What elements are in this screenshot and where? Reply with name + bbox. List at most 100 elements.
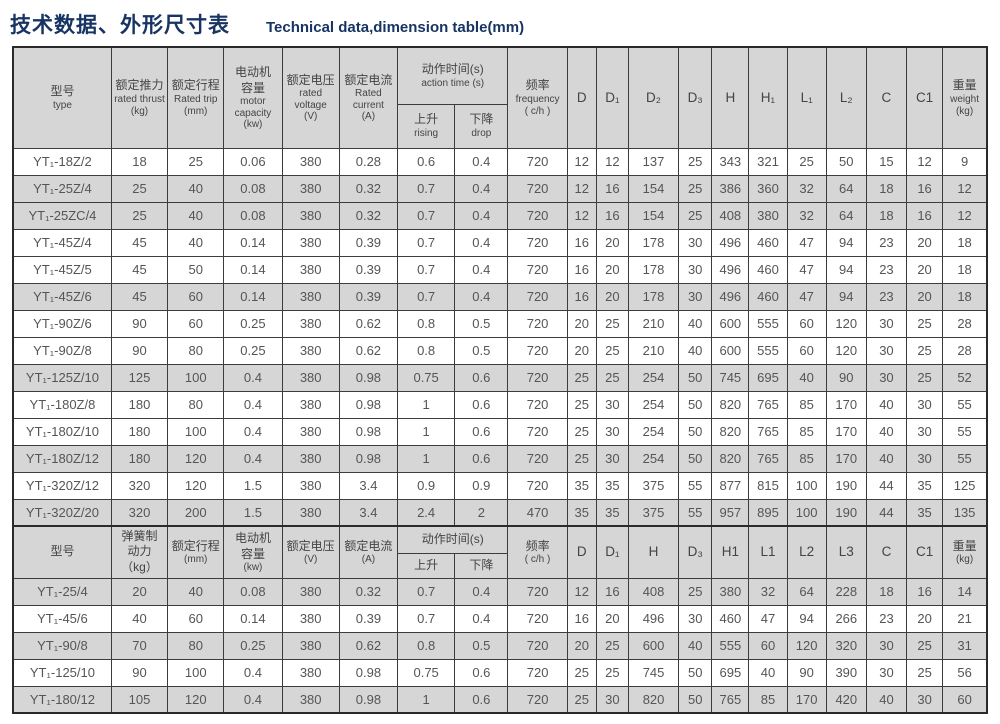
cell: 765 [748, 417, 788, 446]
cell: 496 [711, 255, 750, 284]
table-row: YT₁-180/12 105 120 0.4 380 0.98 1 0.6 720 25 30 820… [12, 685, 988, 714]
cell: 18 [865, 174, 908, 203]
cell: 47 [786, 282, 827, 311]
cell: 380 [281, 228, 340, 257]
column-header: D [566, 525, 597, 579]
cell: 460 [748, 282, 788, 311]
cell: 0.7 [397, 282, 456, 311]
cell: 60 [167, 309, 225, 338]
cell: 0.4 [454, 282, 509, 311]
cell: 720 [507, 363, 568, 392]
cell: 380 [281, 147, 340, 176]
cell: 25 [905, 336, 944, 365]
column-header: C [865, 46, 908, 149]
cell: 0.6 [454, 417, 509, 446]
cell: 1.5 [223, 498, 283, 527]
cell: 47 [786, 228, 827, 257]
cell: 380 [281, 201, 340, 230]
cell: 60 [786, 336, 827, 365]
cell: 20 [110, 577, 169, 606]
cell: 1 [397, 417, 456, 446]
cell: 55 [942, 390, 988, 419]
cell: 154 [627, 201, 680, 230]
cell: 16 [566, 255, 597, 284]
cell: 12 [566, 147, 597, 176]
cell: 30 [905, 444, 944, 473]
cell: 23 [865, 604, 908, 633]
cell: 90 [110, 309, 169, 338]
cell: 30 [595, 444, 629, 473]
cell: 14 [942, 577, 988, 606]
cell: 820 [627, 685, 680, 714]
cell: 12 [942, 201, 988, 230]
cell: 20 [905, 228, 944, 257]
cell: 420 [825, 685, 867, 714]
cell: 178 [627, 228, 680, 257]
cell: 380 [748, 201, 788, 230]
cell: 15 [865, 147, 908, 176]
header-subrow: 上升 下降 [13, 552, 987, 579]
cell: 16 [906, 577, 944, 606]
cell: 60 [167, 604, 225, 633]
cell: 0.98 [338, 363, 399, 392]
cell: 0.4 [454, 147, 509, 176]
cell: 343 [711, 147, 750, 176]
cell: 0.4 [223, 444, 283, 473]
cell: 0.25 [223, 631, 283, 660]
cell: 16 [595, 174, 629, 203]
cell: 20 [906, 604, 944, 633]
cell: 600 [627, 631, 680, 660]
model-cell: YT₁-90Z/8 [12, 336, 112, 365]
cell: 765 [711, 685, 750, 714]
model-cell: YT₁-180Z/10 [12, 417, 112, 446]
column-header: L1 [748, 525, 788, 579]
cell: 0.62 [338, 631, 399, 660]
cell: 460 [711, 604, 750, 633]
cell: 1.5 [223, 471, 283, 500]
cell: 0.98 [338, 390, 399, 419]
cell: 94 [825, 228, 867, 257]
cell: 745 [711, 363, 750, 392]
table-row: YT₁-45/6 40 60 0.14 380 0.39 0.7 0.4 720 16 20 496 3… [12, 604, 988, 633]
cell: 40 [167, 174, 225, 203]
column-header: 额定电流 (A) [338, 525, 399, 579]
column-header: 上升 [397, 552, 456, 579]
cell: 12 [595, 147, 629, 176]
model-cell: YT₁-25ZC/4 [12, 201, 112, 230]
cell: 28 [942, 336, 988, 365]
cell: 56 [942, 658, 988, 687]
cell: 408 [711, 201, 750, 230]
cell: 0.62 [338, 309, 399, 338]
model-cell: YT₁-125/10 [12, 658, 112, 687]
cell: 0.98 [338, 658, 399, 687]
cell: 25 [906, 631, 944, 660]
cell: 375 [627, 471, 680, 500]
cell: 0.4 [454, 201, 509, 230]
cell: 30 [865, 631, 908, 660]
cell: 820 [711, 444, 750, 473]
cell: 50 [678, 417, 713, 446]
cell: 50 [167, 255, 225, 284]
cell: 380 [281, 577, 340, 606]
cell: 16 [595, 577, 629, 606]
model-cell: YT₁-320Z/12 [12, 471, 112, 500]
cell: 0.7 [397, 604, 456, 633]
cell: 0.4 [223, 363, 283, 392]
cell: 745 [627, 658, 680, 687]
cell: 35 [566, 498, 597, 527]
cell: 720 [507, 201, 568, 230]
model-cell: YT₁-320Z/20 [12, 498, 112, 527]
cell: 30 [678, 255, 713, 284]
cell: 380 [281, 444, 340, 473]
cell: 720 [507, 282, 568, 311]
column-header: 频率 frequency( c/h ) [507, 46, 568, 149]
table-row: YT₁-125/10 90 100 0.4 380 0.98 0.75 0.6 720 25 25 7… [12, 658, 988, 687]
cell: 720 [507, 147, 568, 176]
cell: 23 [865, 282, 908, 311]
table-row: YT₁-125Z/10 125 100 0.4 380 0.98 0.75 0.6 720 25 2… [12, 363, 988, 392]
cell: 496 [627, 604, 680, 633]
model-cell: YT₁-45Z/5 [12, 255, 112, 284]
table-row: YT₁-45Z/5 45 50 0.14 380 0.39 0.7 0.4 720 16 20 178… [12, 255, 988, 284]
cell: 25 [566, 444, 597, 473]
column-header: 型号 type [12, 46, 112, 149]
